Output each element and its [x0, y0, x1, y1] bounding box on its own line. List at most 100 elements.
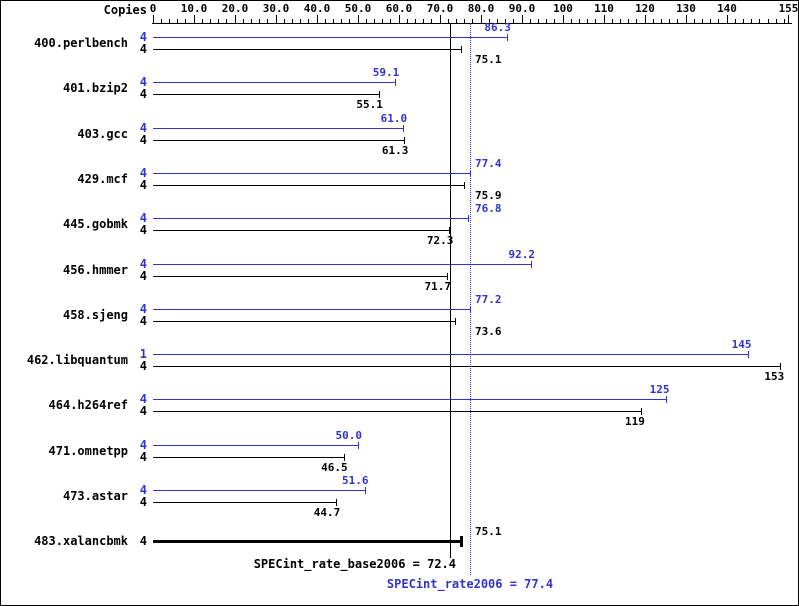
axis-minor-tick [742, 19, 744, 23]
copies-value: 1 [139, 347, 147, 362]
benchmark-label: 483.xalancbmk [34, 534, 128, 549]
base-bar [153, 184, 465, 186]
peak-mean-line [470, 23, 471, 575]
bar-value-label: 46.5 [321, 460, 348, 474]
axis-tick-label: 60.0 [385, 2, 413, 15]
copies-value: 4 [139, 449, 147, 464]
peak-bar-endcap [506, 34, 508, 41]
copies-value: 4 [139, 268, 147, 283]
axis-minor-tick [390, 19, 392, 23]
axis-minor-tick [734, 19, 736, 23]
copies-value: 4 [139, 534, 147, 549]
base-summary-label: SPECint_rate_base2006 = 72.4 [253, 557, 456, 571]
axis-minor-tick [250, 19, 252, 23]
axis-tick-label: 155 [778, 2, 799, 15]
copies-column-header: Copies [103, 3, 147, 17]
axis-minor-tick [226, 19, 228, 23]
axis-minor-tick [652, 19, 654, 23]
bar-value-label: 75.1 [475, 53, 502, 66]
axis-major-tick [398, 15, 400, 23]
axis-minor-tick [718, 19, 720, 23]
axis-minor-tick [414, 19, 416, 23]
bar-value-label: 75.1 [475, 525, 502, 539]
axis-minor-tick [447, 19, 449, 23]
copies-value: 4 [139, 483, 147, 497]
copies-value: 4 [139, 120, 147, 135]
axis-minor-tick [587, 19, 589, 23]
axis-tick-label: 10.0 [180, 2, 208, 15]
axis-major-tick [685, 15, 687, 23]
axis-minor-tick [472, 19, 474, 23]
base-bar [153, 230, 450, 232]
axis-major-tick [603, 15, 605, 23]
base-bar-endcap [343, 453, 345, 461]
axis-tick-label: 20.0 [221, 2, 249, 15]
axis-minor-tick [710, 19, 712, 23]
copies-value: 4 [139, 165, 147, 180]
base-bar [153, 94, 379, 96]
axis-minor-tick [628, 19, 630, 23]
axis-major-tick [521, 15, 523, 23]
bar-value-label: 86.3 [484, 21, 511, 34]
axis-minor-tick [332, 19, 334, 23]
axis-minor-tick [185, 19, 187, 23]
axis-minor-tick [373, 19, 375, 23]
bar-value-label: 71.7 [424, 279, 451, 293]
axis-minor-tick [168, 19, 170, 23]
peak-bar-endcap [358, 441, 359, 449]
axis-tick-label: 50.0 [344, 2, 372, 15]
axis-minor-tick [218, 19, 220, 23]
axis-minor-tick [636, 19, 638, 23]
axis-minor-tick [488, 19, 490, 23]
axis-tick-label: 90.0 [508, 2, 536, 15]
axis-major-tick [316, 15, 318, 23]
axis-major-tick [193, 15, 195, 23]
base-bar [153, 139, 405, 141]
bar-value-label: 119 [625, 415, 645, 429]
peak-bar-endcap [403, 124, 405, 132]
benchmark-label: 471.omnetpp [48, 443, 128, 458]
base-bar-endcap [336, 499, 338, 506]
axis-minor-tick [209, 19, 211, 23]
copies-value: 4 [139, 30, 147, 44]
bar-value-label: 61.3 [381, 143, 409, 157]
copies-value: 4 [139, 404, 147, 419]
benchmark-label: 401.bzip2 [62, 81, 128, 96]
axis-tick-label: 30.0 [262, 2, 290, 15]
peak-bar [153, 354, 748, 356]
peak-bar [153, 490, 365, 491]
axis-major-tick [644, 15, 646, 23]
copies-value: 4 [139, 42, 147, 56]
axis-minor-tick [595, 19, 597, 23]
axis-minor-tick [308, 19, 310, 23]
axis-major-tick [275, 15, 277, 23]
axis-minor-tick [505, 19, 507, 23]
axis-minor-tick [660, 19, 662, 23]
peak-bar [153, 308, 470, 310]
bar-value-label: 145 [731, 338, 752, 352]
copies-value: 4 [139, 132, 147, 147]
copies-value: 4 [139, 313, 147, 328]
copies-value: 4 [139, 177, 147, 192]
benchmark-label: 473.astar [62, 489, 128, 503]
base-bar [153, 49, 461, 50]
base-bar-endcap [446, 272, 448, 280]
axis-minor-tick [283, 19, 285, 23]
axis-tick-label: 110 [594, 2, 614, 15]
axis-minor-tick [783, 19, 785, 23]
peak-bar [153, 172, 471, 174]
base-mean-line [450, 23, 451, 558]
axis-minor-tick [619, 19, 621, 23]
base-bar-endcap [459, 536, 463, 548]
bar-value-label: 73.6 [475, 324, 502, 338]
copies-value: 4 [139, 495, 147, 509]
axis-minor-tick [406, 19, 408, 23]
axis-minor-tick [759, 19, 761, 23]
axis-minor-tick [693, 19, 695, 23]
peak-summary-label: SPECint_rate2006 = 77.4 [386, 577, 554, 591]
base-bar-endcap [464, 181, 466, 189]
benchmark-label: 456.hmmer [62, 262, 128, 277]
axis-major-tick [726, 15, 728, 23]
benchmark-label: 445.gobmk [62, 217, 128, 232]
